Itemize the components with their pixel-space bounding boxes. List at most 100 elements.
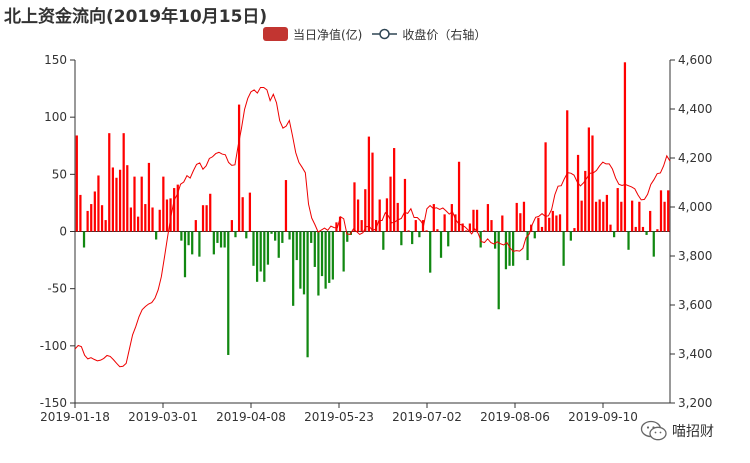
bar-mark [587, 127, 590, 232]
bar-mark [216, 231, 219, 243]
bar-mark [353, 182, 356, 232]
bar-mark [454, 214, 457, 232]
y-left-tick-label: 50 [52, 167, 67, 181]
bar-mark [198, 231, 201, 257]
x-tick-label: 2019-01-18 [40, 410, 110, 424]
bar-mark [544, 142, 547, 232]
bar-mark [230, 220, 233, 232]
y-right-tick-label: 3,200 [678, 396, 712, 410]
bar-mark [378, 199, 381, 232]
bar-mark [346, 231, 349, 242]
bar-mark [605, 194, 609, 232]
bar-mark [151, 207, 154, 232]
bar-mark [288, 231, 291, 240]
y-left-tick-label: 0 [59, 225, 67, 239]
bar-mark [306, 231, 309, 358]
legend-line-label: 收盘价（右轴） [402, 27, 487, 42]
bar-mark [248, 192, 252, 232]
bar-mark [443, 214, 446, 232]
bar-mark [512, 231, 515, 266]
chart-title: 北上资金流向(2019年10月15日) [4, 7, 268, 27]
bar-mark [292, 231, 295, 306]
bar-mark [414, 220, 417, 232]
bar-mark [191, 231, 194, 255]
bar-mark [576, 154, 580, 232]
bar-mark [411, 231, 414, 245]
bar-mark [396, 202, 399, 232]
bar-mark [338, 216, 342, 232]
bar-mark [176, 184, 179, 232]
y-left-tick-label: 150 [44, 53, 67, 67]
bar-mark [75, 135, 78, 232]
bar-mark [631, 200, 634, 232]
bar-mark [569, 231, 572, 241]
bar-mark [180, 231, 183, 241]
bar-mark [602, 201, 605, 232]
bar-mark [400, 231, 403, 246]
bar-mark [234, 231, 237, 238]
bar-mark [447, 231, 450, 247]
bar-mark [140, 176, 143, 232]
bar-mark [93, 191, 96, 232]
bar-mark [461, 223, 464, 232]
legend-item-bar[interactable]: 当日净值(亿) [263, 26, 362, 43]
bar-mark [79, 194, 82, 232]
bar-mark [255, 231, 259, 282]
bar-mark [295, 231, 298, 261]
bar-mark [663, 201, 666, 232]
bar-mark [457, 161, 461, 232]
legend-item-line[interactable]: 收盘价（右轴） [372, 26, 486, 43]
bar-mark [450, 204, 453, 232]
bar-mark [266, 231, 270, 265]
bar-mark [86, 210, 89, 232]
bar-mark [540, 226, 544, 232]
bar-mark [656, 229, 659, 232]
bar-mark [501, 215, 504, 232]
bar-mark [227, 231, 230, 355]
legend-bar-label: 当日净值(亿) [293, 27, 363, 42]
bar-mark [133, 176, 136, 232]
bar-mark [620, 201, 623, 232]
bar-mark [118, 169, 122, 232]
bar-mark [573, 228, 576, 232]
bar-mark [284, 180, 288, 232]
y-right-tick-label: 4,200 [678, 151, 712, 165]
bar-mark [429, 231, 432, 273]
bar-mark [465, 230, 468, 232]
bar-mark [320, 231, 324, 277]
bar-mark [641, 226, 645, 232]
bar-mark [483, 230, 486, 232]
legend-line-swatch [372, 28, 398, 40]
bar-mark [627, 231, 630, 250]
wechat-icon [640, 420, 667, 441]
bar-mark [331, 231, 334, 280]
bar-mark [173, 188, 176, 232]
bar-mark [212, 231, 215, 255]
bar-mark [519, 213, 522, 232]
bar-mark [104, 220, 107, 232]
y-left-tick-label: -50 [47, 282, 67, 296]
bar-mark [533, 231, 536, 239]
bar-mark [252, 231, 255, 266]
bar-mark [508, 231, 511, 266]
bar-mark [504, 231, 508, 270]
bar-mark [223, 231, 226, 248]
x-tick-label: 2019-08-06 [480, 410, 550, 424]
bar-mark [155, 231, 158, 240]
bar-mark [136, 216, 140, 232]
bar-mark [302, 231, 306, 295]
bar-mark [493, 231, 497, 249]
bar-mark [591, 135, 594, 232]
bar-mark [277, 231, 280, 258]
bar-mark [649, 210, 652, 232]
bar-mark [342, 231, 345, 272]
bar-mark [558, 214, 562, 232]
y-left-tick-label: 100 [44, 110, 67, 124]
bar-mark [90, 204, 93, 232]
bar-mark [360, 220, 363, 232]
bar-mark [497, 231, 500, 310]
bar-mark [144, 204, 147, 232]
bar-mark [382, 231, 385, 250]
bar-mark [100, 205, 104, 232]
bar-mark [551, 210, 554, 232]
